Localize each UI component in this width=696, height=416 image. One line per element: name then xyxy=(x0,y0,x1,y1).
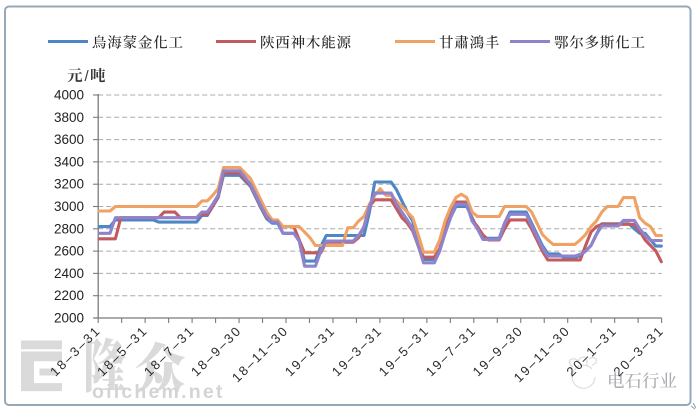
svg-text:3400: 3400 xyxy=(54,154,84,169)
svg-text:3200: 3200 xyxy=(54,177,84,192)
svg-text:3800: 3800 xyxy=(54,110,84,125)
svg-text:2200: 2200 xyxy=(54,288,84,303)
svg-text:2400: 2400 xyxy=(54,266,84,281)
svg-text:4000: 4000 xyxy=(54,88,84,103)
svg-text:oilchem.net: oilchem.net xyxy=(92,381,225,403)
svg-text:2000: 2000 xyxy=(54,311,84,326)
svg-text:2800: 2800 xyxy=(54,221,84,236)
svg-text:/: / xyxy=(85,68,90,85)
svg-text:3600: 3600 xyxy=(54,132,84,147)
svg-text:3000: 3000 xyxy=(54,199,84,214)
svg-text:2600: 2600 xyxy=(54,244,84,259)
